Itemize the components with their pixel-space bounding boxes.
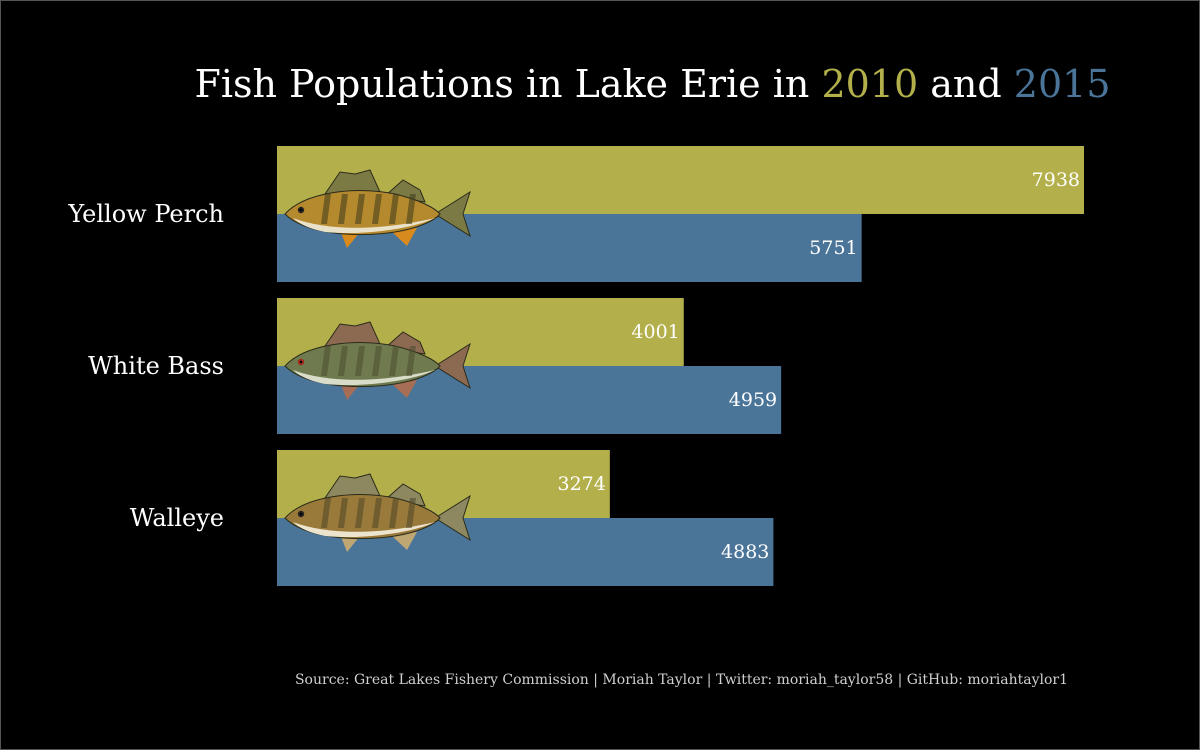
data-label: 4883 xyxy=(721,541,769,563)
category-label: White Bass xyxy=(88,352,224,380)
category-label: Walleye xyxy=(130,504,224,532)
title-prefix: Fish Populations in Lake Erie in xyxy=(194,62,822,106)
chart-title: Fish Populations in Lake Erie in 2010 an… xyxy=(0,62,1200,106)
yellow-perch-fish-icon xyxy=(284,169,471,248)
title-middle: and xyxy=(918,62,1014,106)
source-caption: Source: Great Lakes Fishery Commission |… xyxy=(294,672,1069,688)
white-bass-fish-icon xyxy=(284,321,471,400)
walleye-fish-icon xyxy=(284,473,471,552)
data-label: 4959 xyxy=(729,389,777,411)
bar-group: 7938 5751 Yellow Perch xyxy=(67,146,1084,282)
data-label: 5751 xyxy=(809,237,857,259)
data-label: 3274 xyxy=(557,473,605,495)
category-label: Yellow Perch xyxy=(67,200,224,228)
title-year-2015: 2015 xyxy=(1013,62,1111,106)
data-label: 4001 xyxy=(631,321,679,343)
title-year-2010: 2010 xyxy=(821,62,919,106)
bar-group: 4001 4959 White Bass xyxy=(88,298,782,434)
bar-group: 3274 4883 Walleye xyxy=(130,450,774,586)
data-label: 7938 xyxy=(1032,169,1080,191)
